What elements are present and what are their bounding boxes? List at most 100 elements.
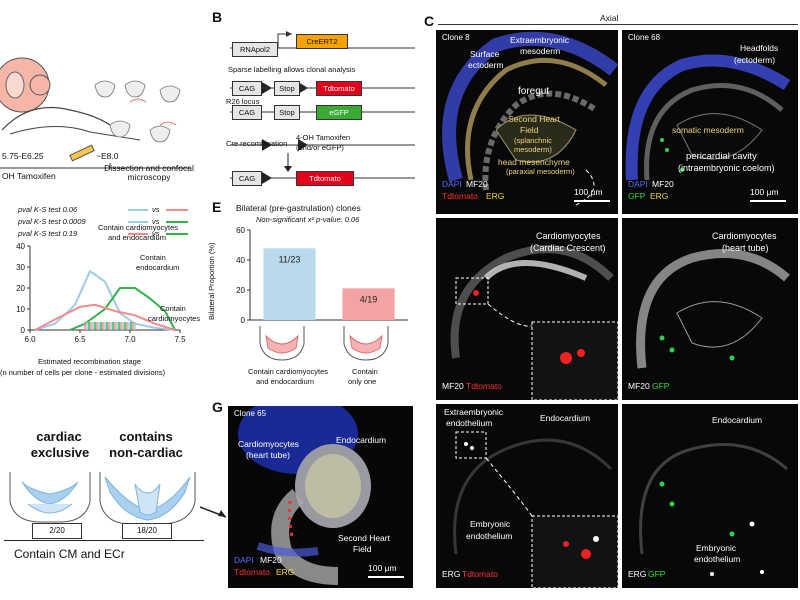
clone8-label: Clone 8 (442, 33, 470, 42)
clone68-erg-image: Endocardium Embryonic endothelium ERG GF… (622, 404, 798, 588)
heart-schematics (9, 472, 227, 525)
c-cm-tube-2: (heart tube) (722, 243, 769, 253)
bar-label-1: 4/19 (360, 294, 378, 304)
c-shf-3: (splanchnic (514, 136, 552, 145)
heart-schematic-cardiac (9, 472, 91, 523)
contains-label-1: contains (119, 429, 173, 444)
panel-e-letter: E (212, 199, 222, 215)
c-foregut: foregut (518, 86, 550, 97)
c-endocardium-1: Endocardium (540, 413, 591, 423)
g-scale-label: 100 μm (368, 563, 397, 573)
heart-schematic-noncardiac (99, 472, 196, 525)
clone8-erg-drawing (453, 431, 618, 588)
heart-icon-both (259, 326, 305, 361)
pval-2: pval K-S test 0.0009 (18, 217, 86, 226)
ann-endo-2: endocardium (136, 263, 180, 272)
panel-a-illustration (0, 57, 190, 169)
clone8-mf20-drawing (450, 245, 618, 400)
contains-label-2: non-cardiac (109, 445, 183, 460)
cre-rec-label: Cre recombination (226, 139, 288, 148)
mouse-body (9, 126, 141, 141)
embryo-inner-1 (5, 71, 25, 99)
c-cm-crescent-1: Cardiomyocytes (536, 231, 601, 241)
pval-1: pval K-S test 0.06 (18, 205, 78, 214)
g-shf-2: Field (353, 544, 372, 554)
c-headmes: head mesenchyme (498, 157, 570, 167)
tdtomato-box-2: Tdtomato (296, 171, 354, 186)
c-extraemb-endo-1: Extraembryonic (444, 407, 504, 417)
clone68-mf20-image: Cardiomyocytes (heart tube) MF20 GFP (622, 218, 798, 400)
clone68-label: Clone 68 (628, 33, 661, 42)
density-series-0 (34, 270, 176, 331)
e8-label: ~E8.0 (96, 151, 119, 161)
chart-xlabel2: (n number of cells per clone - estimated… (0, 368, 166, 377)
c-gfp-6: GFP (648, 569, 666, 579)
embryo-circle-2 (29, 74, 51, 96)
clone68-merge-drawing (625, 54, 791, 181)
pval-legend-lines (128, 209, 188, 235)
density-series-1 (69, 287, 176, 331)
c-tdt-5: Tdtomato (462, 569, 498, 579)
stop-box-1: Stop (274, 81, 300, 96)
clone8-merge-drawing (442, 31, 618, 206)
clone68-mf20-drawing (636, 249, 790, 369)
c-tdt-1: Tdtomato (442, 191, 478, 201)
bar-y-tick-label: 60 (236, 226, 245, 235)
caption-cm-ecr: Contain CM and ECr (14, 547, 125, 561)
clone8-merge-image: Clone 8 Surface ectoderm Extraembryonic … (436, 30, 618, 214)
c-intraemb: (intraembryonic coelom) (678, 163, 775, 173)
ann-cm-1: Contain (160, 304, 186, 313)
creert2-box: CreERT2 (296, 34, 348, 49)
bar-0 (263, 248, 316, 320)
c-mesoderm: mesoderm (520, 46, 561, 56)
clone65-label: Clone 65 (234, 409, 267, 418)
c-dapi-2: DAPI (628, 179, 648, 189)
c-mf20-3: MF20 (442, 381, 464, 391)
c-headfolds: Headfolds (740, 43, 779, 53)
ann-cm-endo-2: and endocardium (108, 233, 166, 242)
tamoxifen-b-label: 4-OH Tamoxifen (296, 133, 351, 142)
embryo-sketches (94, 80, 181, 143)
density-y-tick-label: 0 (21, 326, 26, 335)
g-mf20: MF20 (260, 555, 282, 565)
c-cm-crescent-2: (Cardiac Crescent) (530, 243, 606, 253)
c-shf-4: mesoderm) (514, 145, 552, 154)
cag-box-1: CAG (232, 81, 262, 96)
g-endo: Endocardium (336, 435, 387, 445)
g-scalebar (368, 576, 404, 578)
caption-rule (4, 540, 204, 541)
clone68-erg-drawing (639, 443, 788, 576)
c-erg-1: ERG (486, 191, 505, 201)
egfp-box: eGFP (316, 105, 362, 120)
tamoxifen-b-label-2: (and/or eGFP) (296, 143, 344, 152)
bar-label-0: 11/23 (279, 254, 301, 264)
bar-y-tick-label: 0 (241, 316, 246, 324)
c-scalebar-1 (574, 200, 610, 202)
panel-g-letter: G (212, 399, 223, 415)
stop-box-2: Stop (274, 105, 300, 120)
tdtomato-box-1: Tdtomato (316, 81, 362, 96)
clone68-merge-image: Clone 68 Headfolds (ectoderm) somatic me… (622, 30, 798, 214)
clone65-image: Clone 65 Cardiomyocytes (heart tube) End… (228, 406, 413, 588)
vs-3: vs (152, 229, 160, 238)
count-non-cardiac: 18/20 (122, 523, 172, 539)
panel-e-title: Bilateral (pre-gastrulation) clones (236, 203, 361, 213)
c-scale-2: 100 μm (750, 187, 779, 197)
c-mf20-1: MF20 (466, 179, 488, 189)
c-emb-endo-2: endothelium (466, 531, 513, 541)
g-cm-1: Cardiomyocytes (238, 439, 299, 449)
ann-cm-endo-1: Contain cardiomyocytes (98, 223, 179, 232)
mouse-outline (1, 106, 121, 131)
clone8-erg-image: Extraembryonic endothelium Endocardium E… (436, 404, 618, 588)
vs-1: vs (152, 205, 160, 214)
ann-cm-2: cardiomyocytes (148, 314, 201, 323)
c-somatic: somatic mesoderm (672, 125, 744, 135)
bar-y-tick-label: 40 (236, 256, 245, 265)
c-surface: Surface (470, 49, 500, 59)
c-emb-endo-4: endothelium (694, 554, 741, 564)
syringe-icon (69, 144, 95, 162)
c-dapi-1: DAPI (442, 179, 462, 189)
c-ectoderm: ectoderm (468, 60, 504, 70)
g-dapi: DAPI (234, 555, 254, 565)
g-shf-1: Second Heart (338, 533, 390, 543)
